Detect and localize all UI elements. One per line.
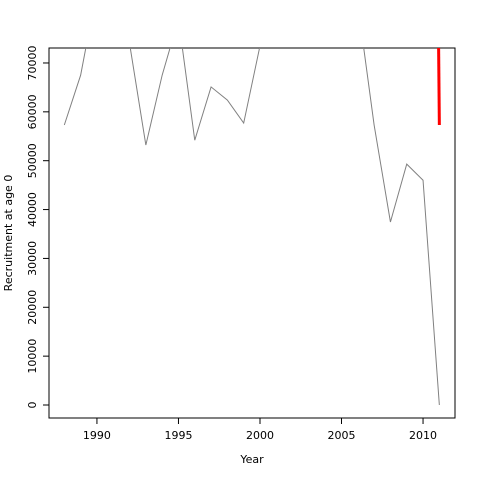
plot-area xyxy=(63,48,441,406)
x-tick-label: 2010 xyxy=(409,429,437,442)
y-tick-label: 70000 xyxy=(26,45,39,80)
x-axis-label: Year xyxy=(239,453,264,466)
y-tick-label: 20000 xyxy=(26,290,39,325)
y-tick-label: 30000 xyxy=(26,241,39,276)
x-tick-label: 1995 xyxy=(164,429,192,442)
x-tick-label: 2005 xyxy=(328,429,356,442)
y-tick-label: 60000 xyxy=(26,94,39,129)
x-tick-label: 1990 xyxy=(83,429,111,442)
y-tick-label: 40000 xyxy=(26,192,39,227)
data-line xyxy=(63,48,440,406)
y-tick-label: 10000 xyxy=(26,339,39,374)
data-line xyxy=(437,48,441,126)
y-tick-label: 0 xyxy=(26,402,39,409)
y-tick-label: 50000 xyxy=(26,143,39,178)
plot-frame xyxy=(48,47,456,419)
y-axis-label: Recruitment at age 0 xyxy=(2,175,15,292)
x-tick-label: 2000 xyxy=(246,429,274,442)
